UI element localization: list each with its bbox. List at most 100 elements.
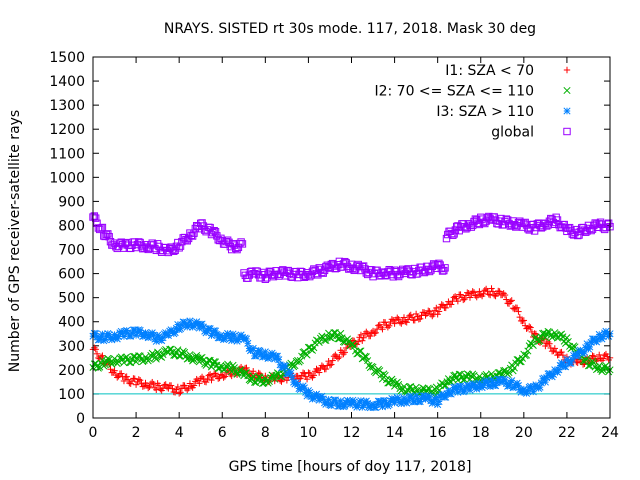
- data-point: [573, 231, 582, 240]
- data-point: [514, 382, 523, 390]
- data-point: [210, 358, 218, 366]
- data-point: [336, 353, 343, 361]
- y-tick-label: 300: [58, 339, 85, 355]
- data-point: [529, 388, 537, 396]
- data-point: [485, 291, 493, 298]
- y-tick-label: 1300: [49, 98, 85, 114]
- data-point: [508, 297, 515, 304]
- x-tick-label: 4: [175, 425, 184, 441]
- data-point: [590, 359, 598, 367]
- data-point: [381, 319, 389, 326]
- data-point: [323, 333, 331, 341]
- axis-ticks: 0 2 4 6 8 10 12 14 16 18 20 22 240100200300400500600…: [49, 50, 619, 441]
- x-axis-label: GPS time [hours of doy 117, 2018]: [229, 459, 472, 475]
- data-point: [564, 337, 572, 346]
- data-point: [384, 324, 392, 331]
- series-1: [89, 285, 614, 397]
- data-point: [186, 380, 194, 387]
- data-point: [528, 328, 536, 336]
- data-point: [408, 314, 416, 321]
- data-point: [461, 295, 468, 303]
- data-point: [93, 350, 101, 358]
- data-point: [300, 384, 308, 392]
- y-tick-label: 200: [58, 363, 85, 379]
- data-point: [199, 356, 207, 364]
- data-point: [604, 353, 611, 360]
- data-point: [97, 224, 105, 232]
- y-tick-label: 800: [58, 218, 85, 234]
- data-point: [357, 331, 365, 339]
- data-point: [124, 376, 132, 383]
- data-point: [131, 375, 138, 382]
- data-point: [553, 216, 562, 224]
- data-point: [396, 319, 404, 326]
- data-point: [358, 262, 366, 271]
- data-point: [318, 392, 326, 400]
- y-tick-label: 1500: [49, 50, 85, 66]
- data-point: [159, 385, 167, 392]
- data-point: [536, 337, 544, 345]
- data-point: [202, 361, 210, 369]
- data-point: [186, 351, 194, 359]
- data-point: [230, 364, 238, 372]
- data-point: [209, 373, 217, 381]
- data-point: [341, 349, 348, 356]
- data-point: [583, 227, 591, 235]
- data-point: [136, 377, 144, 384]
- data-point: [287, 369, 295, 377]
- data-point: [294, 380, 302, 389]
- data-point: [96, 225, 104, 234]
- data-point: [421, 267, 430, 276]
- x-tick-label: 2: [132, 425, 141, 441]
- data-point: [362, 353, 370, 361]
- data-point: [521, 352, 529, 360]
- data-point: [476, 288, 483, 295]
- data-point: [507, 298, 514, 305]
- data-point: [155, 382, 163, 389]
- data-point: [120, 359, 128, 367]
- y-tick-label: 0: [76, 411, 85, 427]
- data-point: [98, 223, 107, 232]
- data-point: [238, 240, 247, 248]
- data-point: [114, 374, 121, 381]
- data-point: [243, 364, 250, 372]
- data-point: [159, 351, 167, 359]
- data-point: [357, 266, 365, 275]
- data-point: [546, 340, 553, 347]
- data-point: [524, 347, 532, 355]
- data-point: [169, 385, 176, 392]
- data-point: [101, 361, 109, 369]
- data-point: [183, 237, 191, 245]
- data-point: [465, 289, 472, 297]
- data-point: [322, 365, 330, 373]
- data-point: [211, 228, 220, 236]
- data-point: [92, 346, 99, 353]
- legend-label: I2: 70 <= SZA <= 110: [374, 84, 534, 100]
- data-point: [152, 355, 160, 363]
- data-point: [407, 392, 415, 400]
- data-point: [171, 246, 179, 255]
- data-point: [505, 368, 513, 377]
- data-point: [541, 378, 549, 386]
- data-point: [135, 376, 142, 383]
- data-point: [190, 382, 198, 389]
- x-tick-label: 0: [89, 425, 98, 441]
- data-point: [522, 351, 531, 359]
- data-point: [590, 353, 598, 360]
- data-point: [373, 325, 381, 333]
- data-point: [361, 352, 369, 360]
- data-point: [454, 388, 462, 396]
- data-point: [338, 334, 346, 342]
- data-point: [484, 287, 491, 295]
- data-point: [171, 389, 179, 396]
- data-point: [426, 308, 433, 315]
- data-point: [96, 363, 104, 371]
- x-tick-label: 6: [218, 425, 227, 441]
- data-point: [372, 329, 379, 337]
- data-point: [175, 390, 183, 397]
- data-point: [246, 377, 255, 385]
- x-tick-label: 8: [261, 425, 270, 441]
- data-point: [242, 335, 251, 343]
- legend-marker: [563, 127, 571, 136]
- data-point: [181, 382, 188, 389]
